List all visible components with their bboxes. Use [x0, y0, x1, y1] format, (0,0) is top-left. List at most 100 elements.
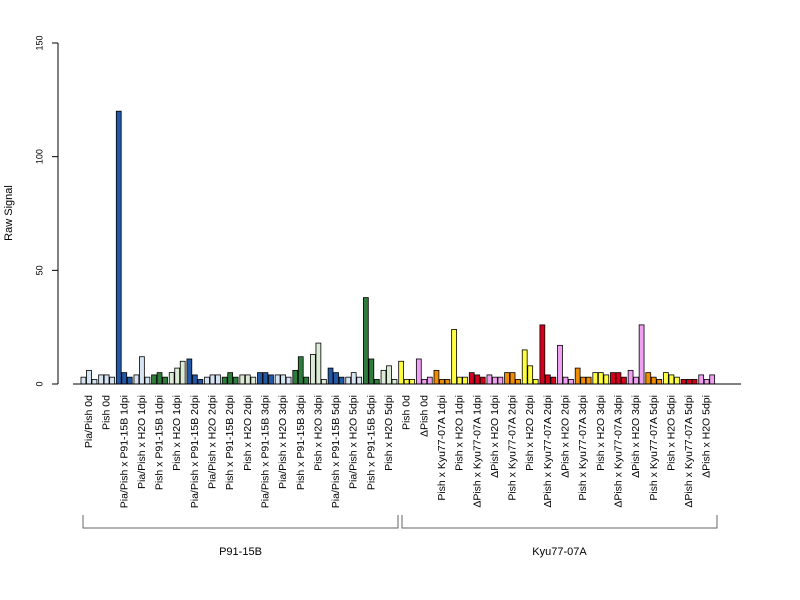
y-tick-label: 100 — [34, 149, 44, 164]
x-tick-label: ΔPish x Kyu77-07A 1dpi — [471, 395, 483, 508]
bar — [303, 376, 310, 385]
bar — [462, 376, 468, 385]
bar — [232, 376, 239, 385]
bar — [527, 365, 534, 385]
x-tick-label: Pish x H2O 3dpi — [595, 395, 607, 471]
bar — [274, 374, 281, 385]
bar — [550, 376, 557, 385]
bar — [80, 376, 87, 385]
bar — [627, 369, 634, 385]
bar — [580, 376, 587, 385]
bar — [421, 379, 428, 385]
bar — [209, 374, 216, 385]
bar — [668, 374, 675, 385]
bar — [280, 374, 286, 385]
bar — [292, 369, 299, 385]
bar — [403, 379, 410, 385]
bar — [350, 372, 357, 385]
bar — [268, 374, 274, 385]
bar — [109, 376, 115, 385]
x-tick-label: ΔPish x Kyu77-07A 5dpi — [683, 395, 695, 508]
bar — [621, 376, 627, 385]
bar — [204, 376, 210, 385]
bar — [310, 354, 316, 385]
x-tick-label: Pish x Kyu77-07A 5dpi — [648, 395, 660, 501]
y-tick-label: 50 — [34, 265, 44, 275]
bar — [638, 324, 645, 385]
x-tick-label: Pia/Pish x H2O 3dpi — [277, 395, 289, 489]
x-tick-label: Pish x Kyu77-07A 1dpi — [436, 395, 448, 501]
section-label: P91-15B — [219, 546, 262, 558]
x-tick-label: Pish x H2O 1dpi — [454, 395, 466, 471]
bar — [285, 376, 292, 385]
bar — [486, 374, 493, 385]
bar — [338, 376, 345, 385]
bar — [509, 372, 516, 385]
x-tick-label: ΔPish x H2O 1dpi — [489, 395, 501, 478]
bar — [380, 369, 387, 385]
bar — [674, 376, 680, 385]
x-tick-label: ΔPish x H2O 2dpi — [560, 395, 572, 478]
bar — [468, 372, 475, 385]
bar — [156, 372, 163, 385]
bar — [91, 379, 98, 385]
bar — [456, 376, 463, 385]
bar — [492, 376, 498, 385]
x-tick-label: Pia/Pish x H2O 2dpi — [207, 395, 219, 489]
bar — [98, 374, 104, 385]
x-tick-label: Pia/Pish x P91-15B 5dpi — [330, 395, 342, 508]
section-label: Kyu77-07A — [532, 546, 587, 558]
bar — [515, 379, 521, 385]
bar — [592, 372, 599, 385]
x-tick-label: Pish x H2O 2dpi — [524, 395, 536, 471]
bar — [439, 379, 445, 385]
bar — [698, 374, 705, 385]
bar — [362, 297, 369, 385]
bar — [179, 360, 186, 385]
x-tick-label: Pish x H2O 5dpi — [665, 395, 677, 471]
y-tick-label: 0 — [34, 381, 44, 386]
bar — [115, 110, 122, 385]
x-tick-label: Pia/Pish x H2O 5dpi — [348, 395, 360, 489]
section-bracket — [401, 515, 718, 529]
bar — [162, 376, 168, 385]
bar — [151, 374, 157, 385]
bar — [227, 372, 233, 385]
y-axis: 0 50 100 150 — [34, 35, 59, 387]
bar — [633, 376, 639, 385]
bar — [297, 356, 304, 385]
x-tick-label: Pia/Pish x H2O 1dpi — [136, 395, 148, 489]
bar — [474, 374, 481, 385]
bar — [585, 376, 592, 385]
bar — [244, 374, 251, 385]
bar — [345, 376, 352, 385]
bar — [615, 372, 622, 385]
bar — [126, 376, 133, 385]
bar — [386, 365, 392, 385]
bar — [257, 372, 263, 385]
bar — [562, 376, 569, 385]
bar — [686, 379, 692, 385]
x-tick-label: Pish x H2O 1dpi — [171, 395, 183, 471]
x-tick-label: Pish x P91-15B 2dpi — [224, 395, 236, 490]
bar — [391, 379, 398, 385]
x-tick-label: Pish x Kyu77-07A 3dpi — [577, 395, 589, 501]
bar — [574, 367, 581, 385]
bar — [504, 372, 510, 385]
bar — [215, 374, 221, 385]
bar — [568, 379, 574, 385]
bar — [368, 358, 375, 385]
bars — [80, 110, 716, 385]
x-tick-label: Pia/Pish x P91-15B 2dpi — [189, 395, 201, 508]
x-tick-label: ΔPish x H2O 5dpi — [701, 395, 713, 478]
bar — [680, 379, 687, 385]
bar — [321, 379, 327, 385]
x-tick-label: Pish x H2O 5dpi — [383, 395, 395, 471]
bar — [479, 376, 486, 385]
bar — [373, 379, 380, 385]
bar — [221, 376, 228, 385]
x-tick-label: ΔPish x Kyu77-07A 2dpi — [542, 395, 554, 508]
bar — [557, 344, 563, 385]
bar — [191, 374, 198, 385]
